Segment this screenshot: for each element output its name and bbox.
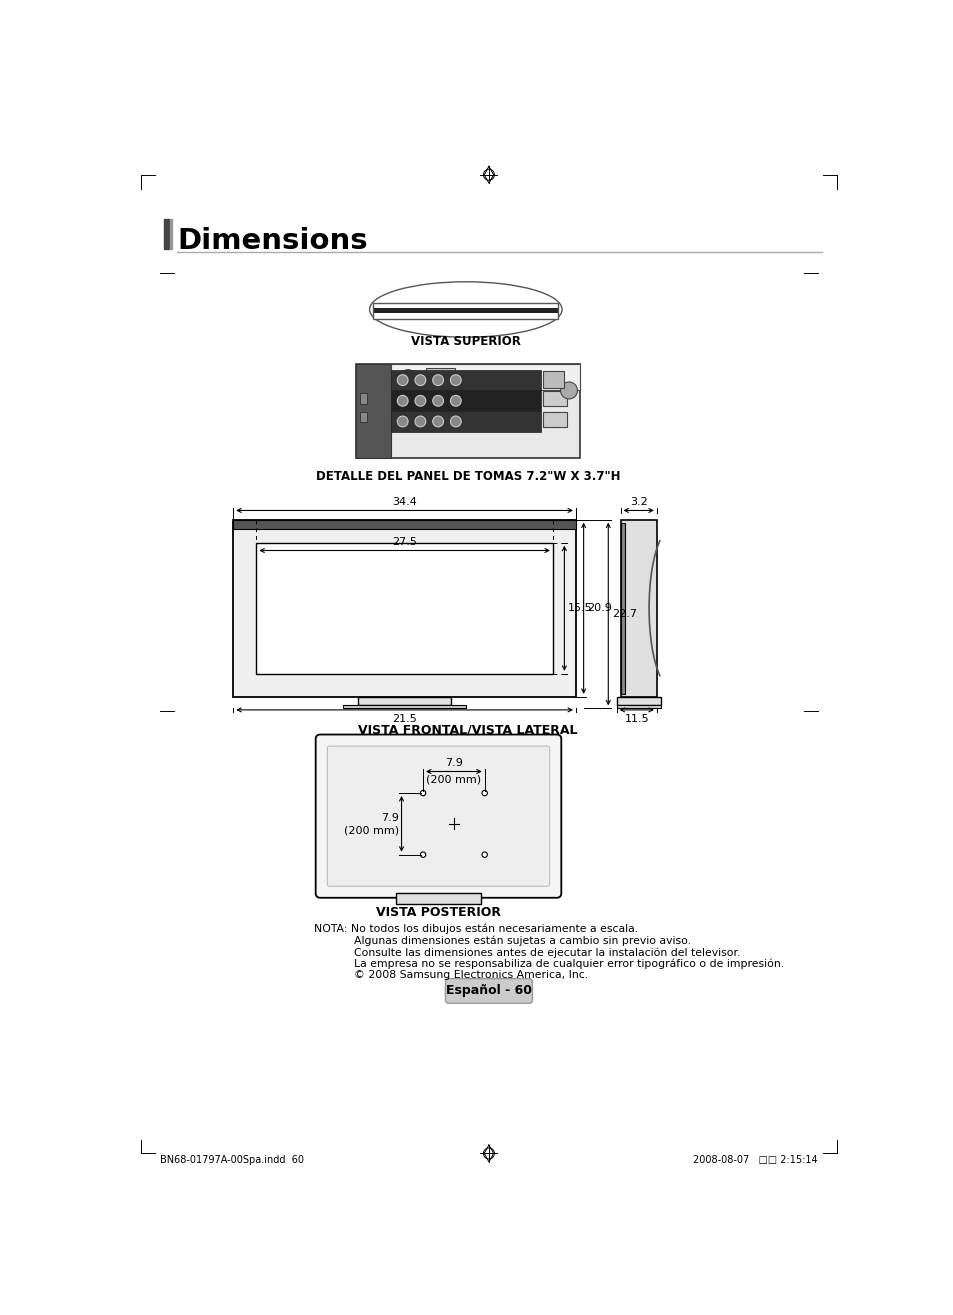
Text: BN68-01797A-00Spa.indd  60: BN68-01797A-00Spa.indd 60 (160, 1156, 304, 1165)
Bar (616, 697, 659, 705)
Bar (616, 705, 659, 709)
Circle shape (433, 416, 443, 427)
Circle shape (396, 396, 408, 406)
Bar (425, 368, 455, 387)
Bar (620, 519, 656, 697)
Text: 21.5: 21.5 (392, 714, 416, 723)
Text: 15.5: 15.5 (568, 604, 592, 613)
Bar (359, 393, 367, 404)
FancyBboxPatch shape (445, 978, 532, 1003)
Bar (373, 304, 558, 318)
Text: Dimensions: Dimensions (177, 227, 367, 255)
Text: (200 mm): (200 mm) (426, 775, 481, 785)
Text: VISTA FRONTAL/VISTA LATERAL: VISTA FRONTAL/VISTA LATERAL (358, 723, 578, 736)
Bar (164, 220, 169, 249)
Circle shape (560, 381, 577, 398)
Bar (343, 705, 466, 709)
Bar (391, 370, 540, 391)
Circle shape (396, 416, 408, 427)
Text: 27.5: 27.5 (392, 537, 416, 547)
Circle shape (450, 416, 460, 427)
Bar (542, 391, 567, 406)
Text: 3.2: 3.2 (629, 497, 647, 506)
Bar (620, 523, 624, 694)
Bar (356, 364, 579, 458)
FancyBboxPatch shape (315, 735, 560, 898)
Bar (542, 412, 567, 427)
Bar (233, 519, 576, 529)
Text: La empresa no se responsabiliza de cualquier error tipográfico o de impresión.: La empresa no se responsabiliza de cualq… (354, 959, 783, 969)
Bar (359, 412, 367, 422)
FancyBboxPatch shape (327, 746, 549, 886)
Bar (391, 412, 540, 431)
Bar (233, 519, 576, 697)
Text: 22.7: 22.7 (612, 609, 637, 619)
Circle shape (415, 375, 425, 385)
Circle shape (396, 375, 408, 385)
Circle shape (400, 370, 416, 385)
Bar (373, 308, 558, 313)
Text: 34.4: 34.4 (392, 497, 416, 506)
Bar (395, 893, 480, 903)
Bar (256, 543, 552, 673)
Circle shape (415, 416, 425, 427)
Text: VISTA SUPERIOR: VISTA SUPERIOR (411, 335, 520, 348)
Text: 7.9: 7.9 (381, 813, 398, 823)
Circle shape (420, 852, 425, 857)
Bar (542, 371, 564, 388)
Bar (358, 697, 451, 705)
Circle shape (433, 396, 443, 406)
Text: Algunas dimensiones están sujetas a cambio sin previo aviso.: Algunas dimensiones están sujetas a camb… (354, 935, 691, 945)
Text: Consulte las dimensiones antes de ejecutar la instalación del televisor.: Consulte las dimensiones antes de ejecut… (354, 947, 740, 957)
Text: © 2008 Samsung Electronics America, Inc.: © 2008 Samsung Electronics America, Inc. (354, 970, 588, 980)
Text: 7.9: 7.9 (444, 759, 462, 768)
Text: 20.9: 20.9 (587, 604, 612, 613)
Circle shape (420, 790, 425, 796)
Circle shape (450, 375, 460, 385)
Circle shape (415, 396, 425, 406)
Text: Español - 60: Español - 60 (445, 984, 532, 997)
Circle shape (481, 852, 487, 857)
Bar (356, 364, 391, 458)
Bar (391, 364, 579, 391)
Text: DETALLE DEL PANEL DE TOMAS 7.2"W X 3.7"H: DETALLE DEL PANEL DE TOMAS 7.2"W X 3.7"H (315, 469, 619, 483)
Text: 11.5: 11.5 (624, 714, 648, 723)
Bar (170, 220, 172, 249)
Text: 2008-08-07   □□ 2:15:14: 2008-08-07 □□ 2:15:14 (693, 1156, 817, 1165)
Circle shape (481, 790, 487, 796)
Text: (200 mm): (200 mm) (344, 825, 398, 835)
Bar (373, 304, 558, 318)
Text: NOTA: No todos los dibujos están necesariamente a escala.: NOTA: No todos los dibujos están necesar… (314, 924, 638, 935)
Text: VISTA POSTERIOR: VISTA POSTERIOR (375, 906, 500, 919)
Circle shape (433, 375, 443, 385)
Bar (391, 391, 540, 412)
Circle shape (450, 396, 460, 406)
